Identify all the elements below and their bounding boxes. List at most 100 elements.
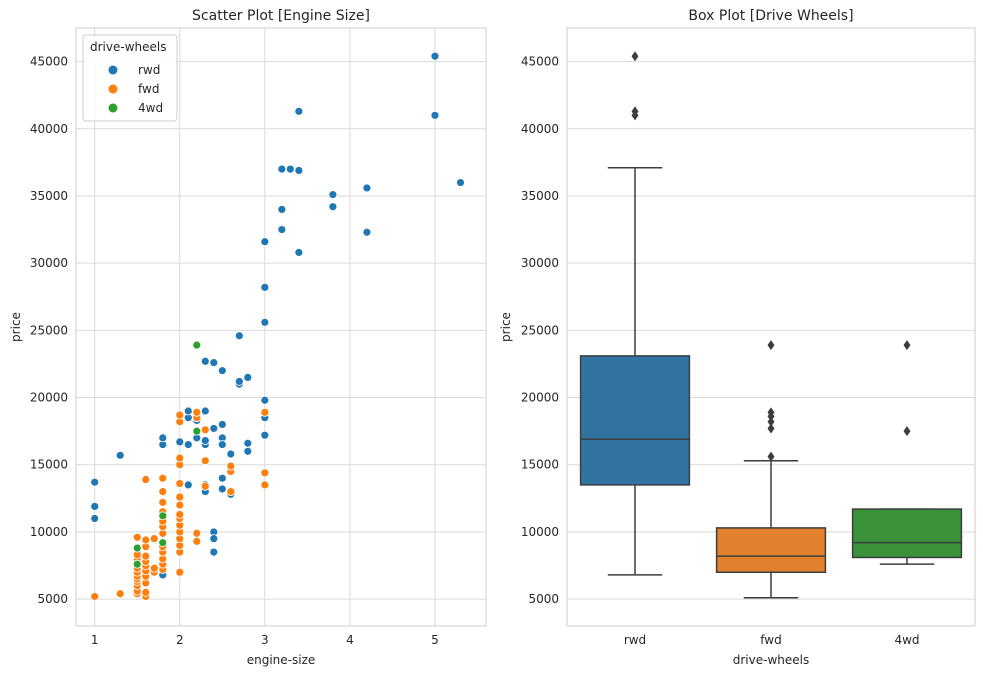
scatter-point-rwd — [200, 436, 210, 445]
scatter-point-rwd — [158, 433, 168, 443]
scatter-point-fwd — [192, 536, 202, 546]
box-y-tick-labels: 5000 10000 15000 20000 25000 30000 35000 40000 4… — [521, 55, 559, 607]
scatter-point-rwd — [294, 106, 304, 116]
scatter-point-rwd — [430, 110, 440, 120]
y-tick-label: 35000 — [30, 189, 68, 203]
box-panel: rwd fwd 4wd 5000 10000 15000 20000 25000 30000 3… — [499, 8, 976, 667]
y-tick-label: 45000 — [30, 55, 68, 69]
scatter-point-rwd — [90, 501, 100, 511]
y-tick-label: 10000 — [521, 525, 559, 539]
scatter-point-4wd — [192, 340, 202, 350]
scatter-point-rwd — [217, 484, 227, 494]
scatter-point-fwd — [226, 461, 236, 471]
legend-label-rwd: rwd — [138, 63, 160, 77]
scatter-point-4wd — [132, 559, 142, 569]
scatter-point-4wd — [192, 426, 202, 436]
scatter-point-fwd — [175, 510, 185, 519]
scatter-point-rwd — [260, 282, 270, 292]
scatter-point-rwd — [277, 164, 287, 174]
scatter-point-rwd — [294, 166, 304, 175]
outlier-point — [767, 423, 775, 434]
scatter-point-rwd — [243, 438, 253, 448]
scatter-title: Scatter Plot [Engine Size] — [192, 8, 370, 24]
scatter-point-fwd — [149, 534, 159, 544]
scatter-point-fwd — [141, 535, 151, 545]
iqr-box — [579, 355, 691, 486]
scatter-point-rwd — [362, 227, 372, 237]
x-tick-label: 5 — [431, 633, 439, 647]
iqr-box — [851, 508, 963, 559]
scatter-point-rwd — [243, 372, 253, 382]
y-tick-label: 15000 — [521, 458, 559, 472]
y-tick-label: 5000 — [37, 592, 68, 606]
box-title: Box Plot [Drive Wheels] — [688, 8, 853, 24]
y-tick-label: 25000 — [521, 323, 559, 337]
x-tick-label: 1 — [91, 633, 99, 647]
scatter-point-fwd — [175, 492, 185, 502]
y-tick-label: 20000 — [521, 391, 559, 405]
scatter-point-4wd — [132, 543, 142, 553]
scatter-point-fwd — [200, 425, 210, 435]
scatter-point-rwd — [217, 440, 227, 449]
scatter-point-rwd — [285, 164, 295, 174]
scatter-point-rwd — [209, 424, 219, 433]
y-tick-label: 45000 — [521, 55, 559, 69]
scatter-point-fwd — [260, 480, 270, 490]
scatter-plot-area — [75, 27, 487, 627]
x-tick-label: fwd — [760, 633, 781, 647]
scatter-point-rwd — [183, 440, 193, 449]
outlier-point — [767, 416, 775, 427]
scatter-point-rwd — [200, 356, 210, 366]
legend-marker-rwd — [108, 65, 118, 75]
scatter-point-fwd — [158, 497, 168, 507]
x-tick-label: 3 — [261, 633, 269, 647]
outlier-point — [631, 110, 639, 121]
scatter-point-fwd — [200, 456, 210, 466]
scatter-point-fwd — [175, 453, 185, 463]
iqr-box — [715, 527, 827, 573]
scatter-point-rwd — [328, 202, 338, 212]
scatter-point-rwd — [260, 395, 270, 405]
scatter-x-tick-labels: 1 2 3 4 5 — [91, 633, 439, 647]
box-4wd — [851, 340, 963, 565]
scatter-point-fwd — [141, 551, 151, 561]
outlier-point — [631, 51, 639, 62]
y-tick-label: 10000 — [30, 525, 68, 539]
scatter-legend: drive-wheels rwd fwd 4wd — [82, 34, 178, 122]
box-y-axis-label: price — [499, 312, 513, 342]
y-tick-label: 15000 — [30, 458, 68, 472]
legend-marker-fwd — [108, 84, 118, 94]
y-tick-label: 40000 — [521, 122, 559, 136]
y-tick-label: 35000 — [521, 189, 559, 203]
scatter-point-fwd — [260, 407, 270, 417]
scatter-point-fwd — [115, 589, 125, 599]
x-tick-label: 2 — [176, 633, 184, 647]
scatter-point-rwd — [90, 477, 100, 487]
y-tick-label: 25000 — [30, 323, 68, 337]
scatter-point-fwd — [200, 481, 210, 491]
scatter-point-rwd — [260, 430, 270, 440]
scatter-point-rwd — [217, 420, 227, 429]
legend-title: drive-wheels — [90, 40, 166, 54]
scatter-point-rwd — [183, 480, 193, 490]
scatter-point-rwd — [217, 366, 227, 376]
scatter-point-fwd — [132, 532, 142, 542]
box-x-axis-label: drive-wheels — [733, 653, 809, 667]
scatter-point-rwd — [362, 183, 372, 193]
legend-label-4wd: 4wd — [138, 101, 163, 115]
y-tick-label: 40000 — [30, 122, 68, 136]
box-x-tick-labels: rwd fwd 4wd — [624, 633, 920, 647]
scatter-point-fwd — [175, 500, 185, 510]
scatter-point-4wd — [158, 538, 168, 548]
scatter-point-rwd — [175, 437, 185, 447]
scatter-point-rwd — [260, 317, 270, 327]
scatter-point-fwd — [175, 479, 185, 488]
scatter-points — [90, 51, 465, 601]
outlier-point — [767, 451, 775, 462]
scatter-point-rwd — [260, 237, 270, 247]
scatter-point-rwd — [217, 473, 227, 483]
scatter-point-rwd — [90, 514, 100, 523]
scatter-point-rwd — [234, 331, 244, 341]
outlier-point — [767, 411, 775, 422]
